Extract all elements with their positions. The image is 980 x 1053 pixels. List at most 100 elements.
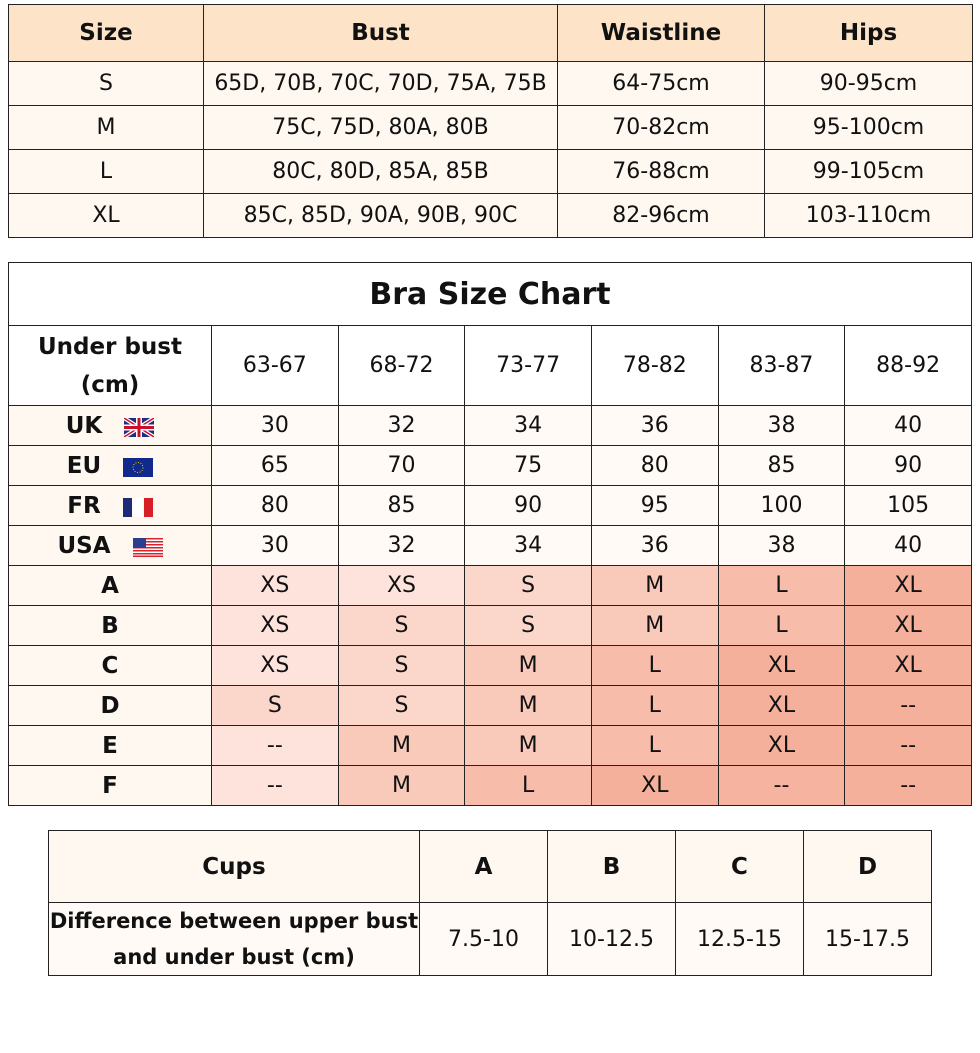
cup-size-cell: M <box>464 725 592 766</box>
region-value: 70 <box>337 445 466 486</box>
usa-flag-icon <box>132 537 163 557</box>
header-hips: Hips <box>764 4 973 62</box>
region-row: USA 30 32 34 36 38 40 <box>8 525 972 566</box>
cup-size-cell: XL <box>844 565 972 606</box>
cup-row: B XS S S M L XL <box>8 605 972 646</box>
cup-size-cell: L <box>717 605 846 646</box>
region-value: 36 <box>590 525 719 566</box>
cup-size-cell: XL <box>844 645 972 686</box>
cup-label: D <box>8 685 212 726</box>
table-cell: 99-105cm <box>764 149 973 194</box>
cup-size-cell: M <box>590 565 719 606</box>
table-cell: 95-100cm <box>764 105 973 150</box>
range-header: 63-67 <box>211 325 339 406</box>
region-label-cell: USA <box>8 525 212 566</box>
under-bust-label: Under bust (cm) <box>8 325 212 406</box>
table-row: S 65D, 70B, 70C, 70D, 75A, 75B 64-75cm 90-9… <box>8 61 973 106</box>
cups-label: Cups <box>48 830 420 903</box>
region-value: 38 <box>717 405 846 446</box>
cups-table: Cups A B C D Difference between upper bust a… <box>48 830 932 976</box>
cup-size-cell: -- <box>211 765 339 806</box>
cup-row: F -- M L XL -- -- <box>8 765 972 806</box>
cup-size-cell: M <box>464 645 592 686</box>
region-value: 90 <box>464 485 592 526</box>
cup-size-cell: -- <box>844 685 972 726</box>
cup-size-cell: -- <box>844 725 972 766</box>
region-label: EU <box>66 452 102 479</box>
range-header: 68-72 <box>337 325 466 406</box>
cup-size-cell: S <box>211 685 339 726</box>
cup-label: E <box>8 725 212 766</box>
region-value: 34 <box>464 405 592 446</box>
cup-size-cell: M <box>337 765 466 806</box>
region-value: 30 <box>211 525 339 566</box>
cup-header: B <box>547 830 676 903</box>
region-value: 105 <box>844 485 972 526</box>
region-value: 32 <box>337 405 466 446</box>
region-value: 80 <box>211 485 339 526</box>
range-header: 83-87 <box>717 325 846 406</box>
cup-row: C XS S M L XL XL <box>8 645 972 686</box>
header-size: Size <box>8 4 204 62</box>
region-value: 85 <box>337 485 466 526</box>
cup-size-cell: XS <box>211 565 339 606</box>
table-cell: 64-75cm <box>557 61 765 106</box>
cup-label: C <box>8 645 212 686</box>
cup-label: A <box>8 565 212 606</box>
table-cell: 85C, 85D, 90A, 90B, 90C <box>203 193 558 238</box>
table-cell: 82-96cm <box>557 193 765 238</box>
region-value: 30 <box>211 405 339 446</box>
region-row: FR 80 85 90 95 100 105 <box>8 485 972 526</box>
table-cell: 80C, 80D, 85A, 85B <box>203 149 558 194</box>
cup-size-cell: M <box>337 725 466 766</box>
fr-flag-icon <box>122 497 153 517</box>
table-cell: XL <box>8 193 204 238</box>
cup-header: A <box>419 830 548 903</box>
cup-size-cell: XS <box>211 605 339 646</box>
cup-label: F <box>8 765 212 806</box>
cup-size-cell: S <box>337 645 466 686</box>
cup-size-cell: XS <box>337 565 466 606</box>
cup-size-cell: M <box>590 605 719 646</box>
table-row: M 75C, 75D, 80A, 80B 70-82cm 95-100cm <box>8 105 973 150</box>
cup-size-cell: XL <box>717 725 846 766</box>
region-value: 80 <box>590 445 719 486</box>
cup-row: A XS XS S M L XL <box>8 565 972 606</box>
cup-size-cell: XL <box>717 645 846 686</box>
cup-size-cell: -- <box>717 765 846 806</box>
cup-label: B <box>8 605 212 646</box>
size-table: Size Bust Waistline Hips S 65D, 70B, 70C,… <box>8 4 973 238</box>
region-label: FR <box>67 492 101 519</box>
region-value: 36 <box>590 405 719 446</box>
cup-size-cell: S <box>464 605 592 646</box>
table-cell: 65D, 70B, 70C, 70D, 75A, 75B <box>203 61 558 106</box>
table-row: XL 85C, 85D, 90A, 90B, 90C 82-96cm 103-110c… <box>8 193 973 238</box>
cup-size-cell: L <box>590 645 719 686</box>
table-cell: S <box>8 61 204 106</box>
range-header: 88-92 <box>844 325 972 406</box>
region-label: USA <box>57 532 111 559</box>
difference-label: Difference between upper bust and under … <box>48 902 420 976</box>
table-cell: 75C, 75D, 80A, 80B <box>203 105 558 150</box>
cup-size-cell: M <box>464 685 592 726</box>
region-value: 32 <box>337 525 466 566</box>
table-cell: L <box>8 149 204 194</box>
region-label-cell: UK <box>8 405 212 446</box>
range-header: 73-77 <box>464 325 592 406</box>
cup-size-cell: S <box>464 565 592 606</box>
region-row: EU 65 70 75 80 85 90 <box>8 445 972 486</box>
table-cell: 70-82cm <box>557 105 765 150</box>
cup-size-cell: XL <box>717 685 846 726</box>
cup-size-cell: L <box>590 685 719 726</box>
eu-flag-icon <box>123 457 154 477</box>
region-row: UK 30 32 34 36 38 40 <box>8 405 972 446</box>
cup-header: C <box>675 830 804 903</box>
cup-size-cell: XS <box>211 645 339 686</box>
cup-size-cell: L <box>717 565 846 606</box>
table-cell: 90-95cm <box>764 61 973 106</box>
cup-difference: 7.5-10 <box>419 902 548 976</box>
region-value: 40 <box>844 405 972 446</box>
cup-size-cell: L <box>590 725 719 766</box>
cup-size-cell: -- <box>844 765 972 806</box>
region-label-cell: EU <box>8 445 212 486</box>
